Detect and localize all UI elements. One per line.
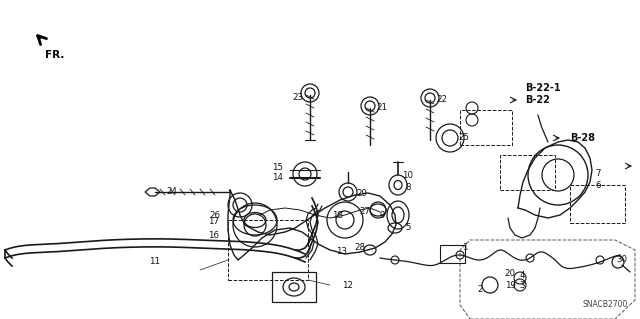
Text: 19: 19 [504,280,515,290]
Text: 21: 21 [376,103,387,113]
Text: 30: 30 [616,256,627,264]
Text: 26: 26 [209,211,221,219]
Text: 22: 22 [436,95,447,105]
Text: 10: 10 [403,170,413,180]
Text: 7: 7 [595,168,601,177]
Bar [440,245,465,263]
Text: 24: 24 [166,188,177,197]
Text: B-22-1: B-22-1 [525,83,561,93]
Text: 23: 23 [292,93,303,102]
Bar [272,272,316,302]
Text: B-22: B-22 [525,95,550,105]
Text: 16: 16 [209,231,220,240]
Text: 18: 18 [333,211,344,219]
Text: 13: 13 [337,248,348,256]
Text: 2: 2 [477,286,483,294]
Text: 14: 14 [273,174,284,182]
Bar [500,155,555,190]
Bar [228,220,308,280]
Text: 3: 3 [519,280,525,290]
Text: B-28: B-28 [570,133,595,143]
Text: 12: 12 [342,280,353,290]
Text: 11: 11 [150,257,161,266]
Bar [570,185,625,223]
Text: FR.: FR. [45,50,65,60]
Text: 1: 1 [462,243,468,253]
Text: 20: 20 [504,269,515,278]
Polygon shape [145,188,160,196]
Text: 29: 29 [356,189,367,197]
Text: 27: 27 [360,207,371,217]
Text: 9: 9 [380,211,385,219]
Text: 15: 15 [273,164,284,173]
Text: 25: 25 [458,133,470,143]
Text: 8: 8 [405,182,411,191]
Text: SNACB2700: SNACB2700 [582,300,628,309]
Text: 17: 17 [209,218,220,226]
Text: 6: 6 [595,181,601,189]
Text: 4: 4 [519,271,525,279]
Bar [460,110,512,145]
Text: 28: 28 [355,243,365,253]
Text: 5: 5 [405,224,411,233]
